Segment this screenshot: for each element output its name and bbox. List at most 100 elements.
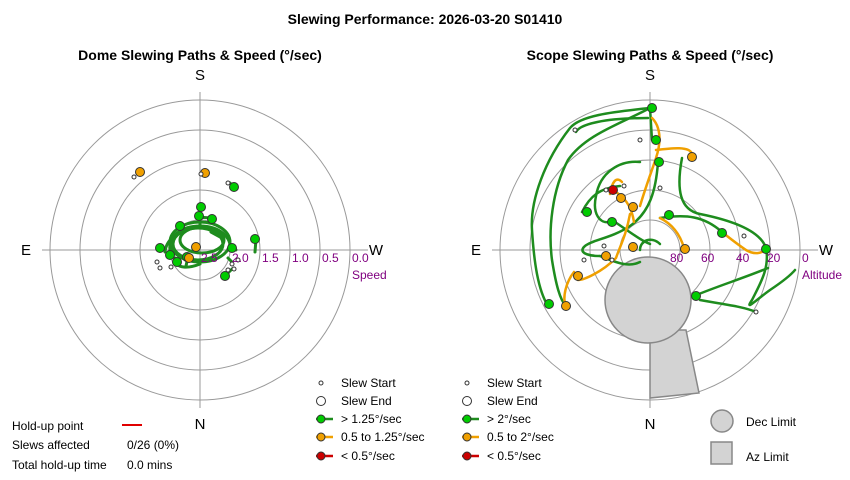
scope-slew-end xyxy=(717,228,727,238)
legend-slew-end-icon xyxy=(316,396,326,406)
dome-grid xyxy=(42,92,368,408)
scope-slew-end xyxy=(647,103,657,113)
dome-tick: 0.0 xyxy=(352,251,369,265)
dome-radial-label: Speed xyxy=(352,268,387,282)
scope-polar-chart: Scope Slewing Paths & Speed (°/sec) xyxy=(471,47,842,433)
dome-radial-ticks: 2.5 2.0 1.5 1.0 0.5 0.0 xyxy=(201,251,369,265)
legend-label: Dec Limit xyxy=(746,415,797,429)
scope-slew-start xyxy=(601,243,607,249)
total-holdup-value: 0.0 mins xyxy=(127,458,172,472)
dome-dir-right: W xyxy=(369,242,384,259)
dome-slew-end xyxy=(196,202,206,212)
dome-slew-start xyxy=(225,180,231,186)
az-limit-icon xyxy=(710,441,733,465)
dome-slew-end xyxy=(165,250,175,260)
scope-path xyxy=(576,212,632,282)
scope-slew-end xyxy=(651,135,661,145)
legend-label: Az Limit xyxy=(746,450,789,464)
scope-path xyxy=(574,116,650,134)
dome-dir-top: S xyxy=(195,67,205,84)
scope-slew-end xyxy=(680,244,690,254)
dome-slew-start xyxy=(198,171,204,177)
dome-path-segment xyxy=(226,256,234,264)
dome-tick: 0.5 xyxy=(322,251,339,265)
dome-path-segment xyxy=(163,226,197,254)
scope-slew-end xyxy=(561,301,571,311)
dome-slew-end xyxy=(155,243,165,253)
legend-medium-icon xyxy=(462,432,472,442)
dome-dir-bottom: N xyxy=(195,416,206,433)
scope-slew-start xyxy=(581,257,587,263)
scope-slew-end xyxy=(628,242,638,252)
scope-dir-right: W xyxy=(819,242,834,259)
dome-slew-end xyxy=(250,234,260,244)
dec-limit-region xyxy=(604,256,692,344)
legend-slow-icon xyxy=(316,451,326,461)
scope-slew-end xyxy=(544,299,554,309)
scope-slew-end xyxy=(608,185,618,195)
scope-tick: 20 xyxy=(767,251,781,265)
scope-slew-start xyxy=(637,137,643,143)
holdup-point-label: Hold-up point xyxy=(12,419,84,433)
dome-path-segment xyxy=(209,230,224,240)
scope-path xyxy=(530,106,652,308)
scope-slew-starts xyxy=(572,127,759,315)
scope-tick: 0 xyxy=(802,251,809,265)
dome-slew-start xyxy=(229,261,235,267)
dome-slew-end xyxy=(175,221,185,231)
dome-slew-end xyxy=(220,271,230,281)
scope-path xyxy=(692,266,770,298)
dome-slew-end xyxy=(184,253,194,263)
scope-path xyxy=(678,156,768,250)
scope-path xyxy=(581,160,660,258)
legend-label: < 0.5°/sec xyxy=(341,449,395,463)
scope-slew-start xyxy=(741,233,747,239)
scope-path xyxy=(549,106,652,308)
dome-chart-title: Dome Slewing Paths & Speed (°/sec) xyxy=(78,47,322,63)
scope-path xyxy=(593,160,642,224)
scope-slew-end xyxy=(687,152,697,162)
scope-slew-start xyxy=(657,185,663,191)
scope-path xyxy=(698,298,758,314)
dome-slew-end xyxy=(135,167,145,177)
scope-slew-end xyxy=(573,271,583,281)
dome-slew-end xyxy=(191,242,201,252)
dome-slew-end xyxy=(227,243,237,253)
scope-path xyxy=(748,246,797,307)
scope-tick: 60 xyxy=(701,251,715,265)
scope-slew-start xyxy=(753,309,759,315)
scope-tick: 40 xyxy=(736,251,750,265)
scope-radial-label: Altitude xyxy=(802,268,842,282)
legend-label: Slew Start xyxy=(341,376,396,390)
scope-slew-end xyxy=(601,251,611,261)
scope-slew-ends xyxy=(544,103,771,311)
scope-slew-end xyxy=(607,217,617,227)
scope-path xyxy=(720,230,768,255)
scope-dir-left: E xyxy=(471,242,481,259)
dome-tick: 2.0 xyxy=(232,251,249,265)
legend-medium-icon xyxy=(316,432,326,442)
dome-legend: Slew Start Slew End > 1.25°/sec 0.5 to 1… xyxy=(316,376,425,463)
dome-slew-start xyxy=(154,259,160,265)
legend-label: Slew End xyxy=(487,394,538,408)
scope-path xyxy=(638,238,662,252)
scope-radial-ticks: 80 60 40 20 0 xyxy=(670,251,809,265)
legend-slew-start-icon xyxy=(318,380,324,386)
scope-dir-top: S xyxy=(645,67,655,84)
dome-slew-end xyxy=(172,257,182,267)
legend-label: 0.5 to 1.25°/sec xyxy=(341,430,425,444)
dome-dir-left: E xyxy=(21,242,31,259)
dome-slew-start xyxy=(157,265,163,271)
scope-slew-end xyxy=(664,210,674,220)
scope-path xyxy=(648,106,654,142)
figure-title: Slewing Performance: 2026-03-20 S01410 xyxy=(288,11,563,27)
legend-slew-end-icon xyxy=(462,396,472,406)
scope-slew-start xyxy=(572,127,578,133)
scope-slew-start xyxy=(603,187,609,193)
dome-slew-start xyxy=(168,264,174,270)
dome-slew-end xyxy=(194,211,204,221)
dec-limit-icon xyxy=(710,409,734,433)
scope-tick: 80 xyxy=(670,251,684,265)
dome-tick: 2.5 xyxy=(201,251,218,265)
